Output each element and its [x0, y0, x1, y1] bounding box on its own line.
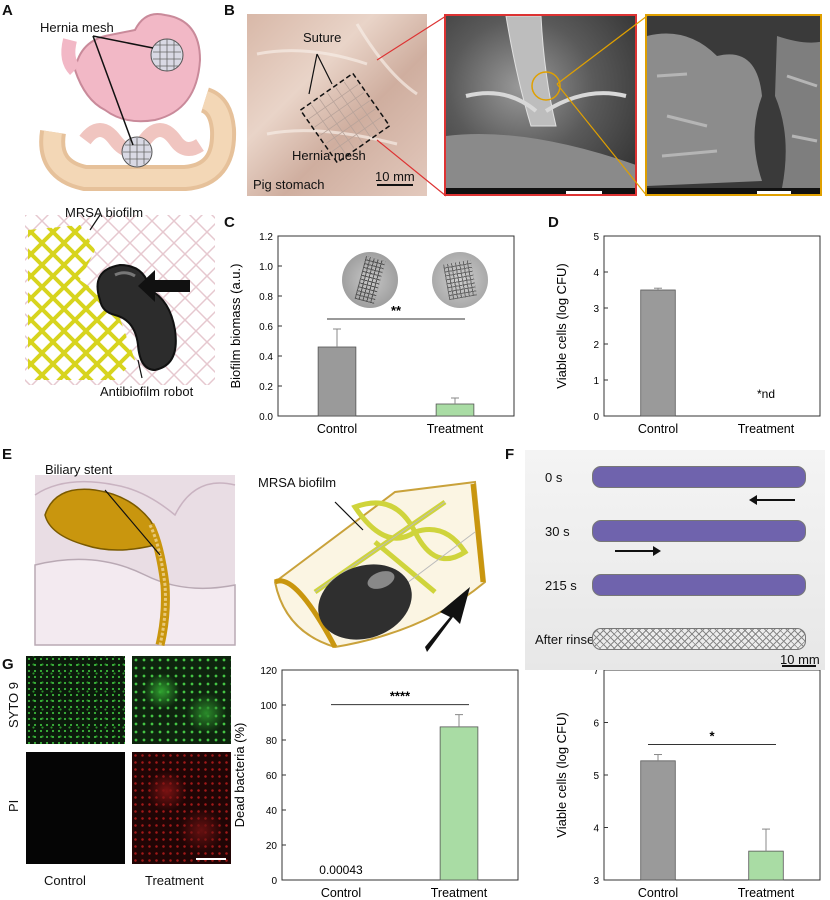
y-tick-label-g: 100: [260, 701, 277, 712]
panel-label-f: F: [505, 446, 515, 463]
y-tick-label-h: 4: [593, 824, 599, 835]
y-tick-label-d: 5: [593, 232, 599, 243]
panel-label-e: E: [2, 446, 13, 463]
x-tick-label-g: Treatment: [431, 886, 488, 900]
direction-arrow: [615, 546, 661, 556]
y-tick-label-h: 3: [593, 876, 599, 887]
y-tick-label-c: 0.8: [259, 292, 273, 303]
zoom-connector-lines: [376, 15, 648, 197]
time-label: 0 s: [545, 470, 563, 485]
y-tick-label-c: 0.2: [259, 382, 273, 393]
bar-h-control: [640, 760, 676, 881]
plot-frame-d: [603, 235, 821, 417]
sem-image-low-mag: [444, 14, 637, 196]
y-tick-label-c: 0.0: [259, 412, 273, 423]
x-tick-label-h: Control: [638, 886, 678, 900]
y-tick-label-c: 0.4: [259, 352, 273, 363]
biliary-stent-label: Biliary stent: [45, 462, 113, 477]
bar-g-treatment: [439, 726, 479, 881]
x-tick-label-g: Control: [321, 886, 361, 900]
panel-label-a: A: [2, 2, 13, 19]
y-tick-label-g: 60: [266, 771, 278, 782]
y-tick-label-g: 0: [271, 876, 277, 887]
suture-label: Suture: [303, 30, 342, 45]
pi-control-image: [26, 752, 125, 864]
pig-stomach-label: Pig stomach: [253, 177, 325, 192]
x-tick-label-d: Treatment: [738, 422, 795, 436]
stent-image: [592, 628, 806, 650]
y-tick-label-d: 0: [593, 412, 599, 423]
bar-h-treatment: [748, 850, 784, 881]
pig-stomach-photo: Suture Hernia mesh Pig stomach 10 mm: [247, 14, 427, 196]
y-tick-label-d: 2: [593, 340, 599, 351]
value-label-g: 0.00043: [319, 863, 363, 877]
y-tick-label-c: 1.2: [259, 232, 273, 243]
syto9-control-image: [26, 656, 125, 744]
y-tick-label-g: 40: [266, 806, 278, 817]
y-tick-label-h: 6: [593, 719, 599, 730]
col-label-treatment: Treatment: [145, 873, 204, 888]
mesh-robot-illustration: [25, 214, 215, 385]
panel-label-c: C: [224, 214, 235, 231]
bar-d-control: [640, 289, 676, 417]
y-tick-label-h: 5: [593, 771, 599, 782]
y-tick-label-g: 20: [266, 841, 278, 852]
hernia-mesh-label: Hernia mesh: [40, 20, 114, 35]
mesh-inset-treatment: [432, 252, 488, 308]
x-tick-label-d: Control: [638, 422, 678, 436]
hernia-mesh-label-b: Hernia mesh: [292, 148, 366, 163]
y-axis-label-d: Viable cells (log CFU): [554, 263, 569, 388]
panel-label-b: B: [224, 2, 235, 19]
y-tick-label-h: 7: [593, 666, 599, 677]
y-tick-label-c: 0.6: [259, 322, 273, 333]
scale-bar-b: 10 mm: [375, 169, 415, 184]
stent-image: [592, 520, 806, 542]
x-tick-label-c: Control: [317, 422, 357, 436]
bar-c-treatment: [435, 403, 475, 417]
y-axis-label-h: Viable cells (log CFU): [554, 712, 569, 837]
annotation-d: *nd: [757, 387, 775, 401]
gallbladder-stent-illustration: [34, 475, 236, 647]
panel-label-g: G: [2, 656, 14, 673]
antibiofilm-robot-label: Antibiofilm robot: [100, 384, 194, 399]
syto9-treatment-image: [132, 656, 231, 744]
col-label-control: Control: [44, 873, 86, 888]
y-tick-label-g: 120: [260, 666, 277, 677]
y-axis-label-g: Dead bacteria (%): [232, 723, 247, 828]
panel-label-d: D: [548, 214, 559, 231]
direction-arrow: [749, 495, 795, 505]
mrsa-biofilm-label-e: MRSA biofilm: [258, 475, 337, 490]
time-label: After rinse: [535, 632, 595, 647]
y-axis-label-c: Biofilm biomass (a.u.): [228, 264, 243, 389]
row-label-syto9: SYTO 9: [6, 681, 21, 728]
scale-bar-f: 10 mm: [780, 652, 820, 667]
plot-frame-h: [603, 669, 821, 881]
x-tick-label-c: Treatment: [427, 422, 484, 436]
mrsa-biofilm-label-a: MRSA biofilm: [65, 205, 144, 220]
stomach-intestine-illustration: [39, 13, 237, 191]
significance-label-g: ****: [390, 689, 411, 704]
time-label: 30 s: [545, 524, 570, 539]
mesh-inset-control: [342, 252, 398, 308]
x-tick-label-h: Treatment: [738, 886, 795, 900]
y-tick-label-g: 80: [266, 736, 278, 747]
y-tick-label-d: 3: [593, 304, 599, 315]
pi-treatment-image: [132, 752, 231, 864]
stent-robot-illustration: [273, 480, 487, 652]
y-tick-label-d: 4: [593, 268, 599, 279]
y-tick-label-c: 1.0: [259, 262, 273, 273]
scale-bar-line-f: [782, 665, 816, 667]
sem-image-high-mag: [645, 14, 822, 196]
bar-c-control: [317, 346, 357, 417]
significance-label-c: **: [391, 303, 402, 318]
stent-image: [592, 466, 806, 488]
y-tick-label-d: 1: [593, 376, 599, 387]
stent-image: [592, 574, 806, 596]
row-label-pi: PI: [6, 799, 21, 812]
significance-label-h: *: [709, 729, 715, 744]
time-label: 215 s: [545, 578, 577, 593]
